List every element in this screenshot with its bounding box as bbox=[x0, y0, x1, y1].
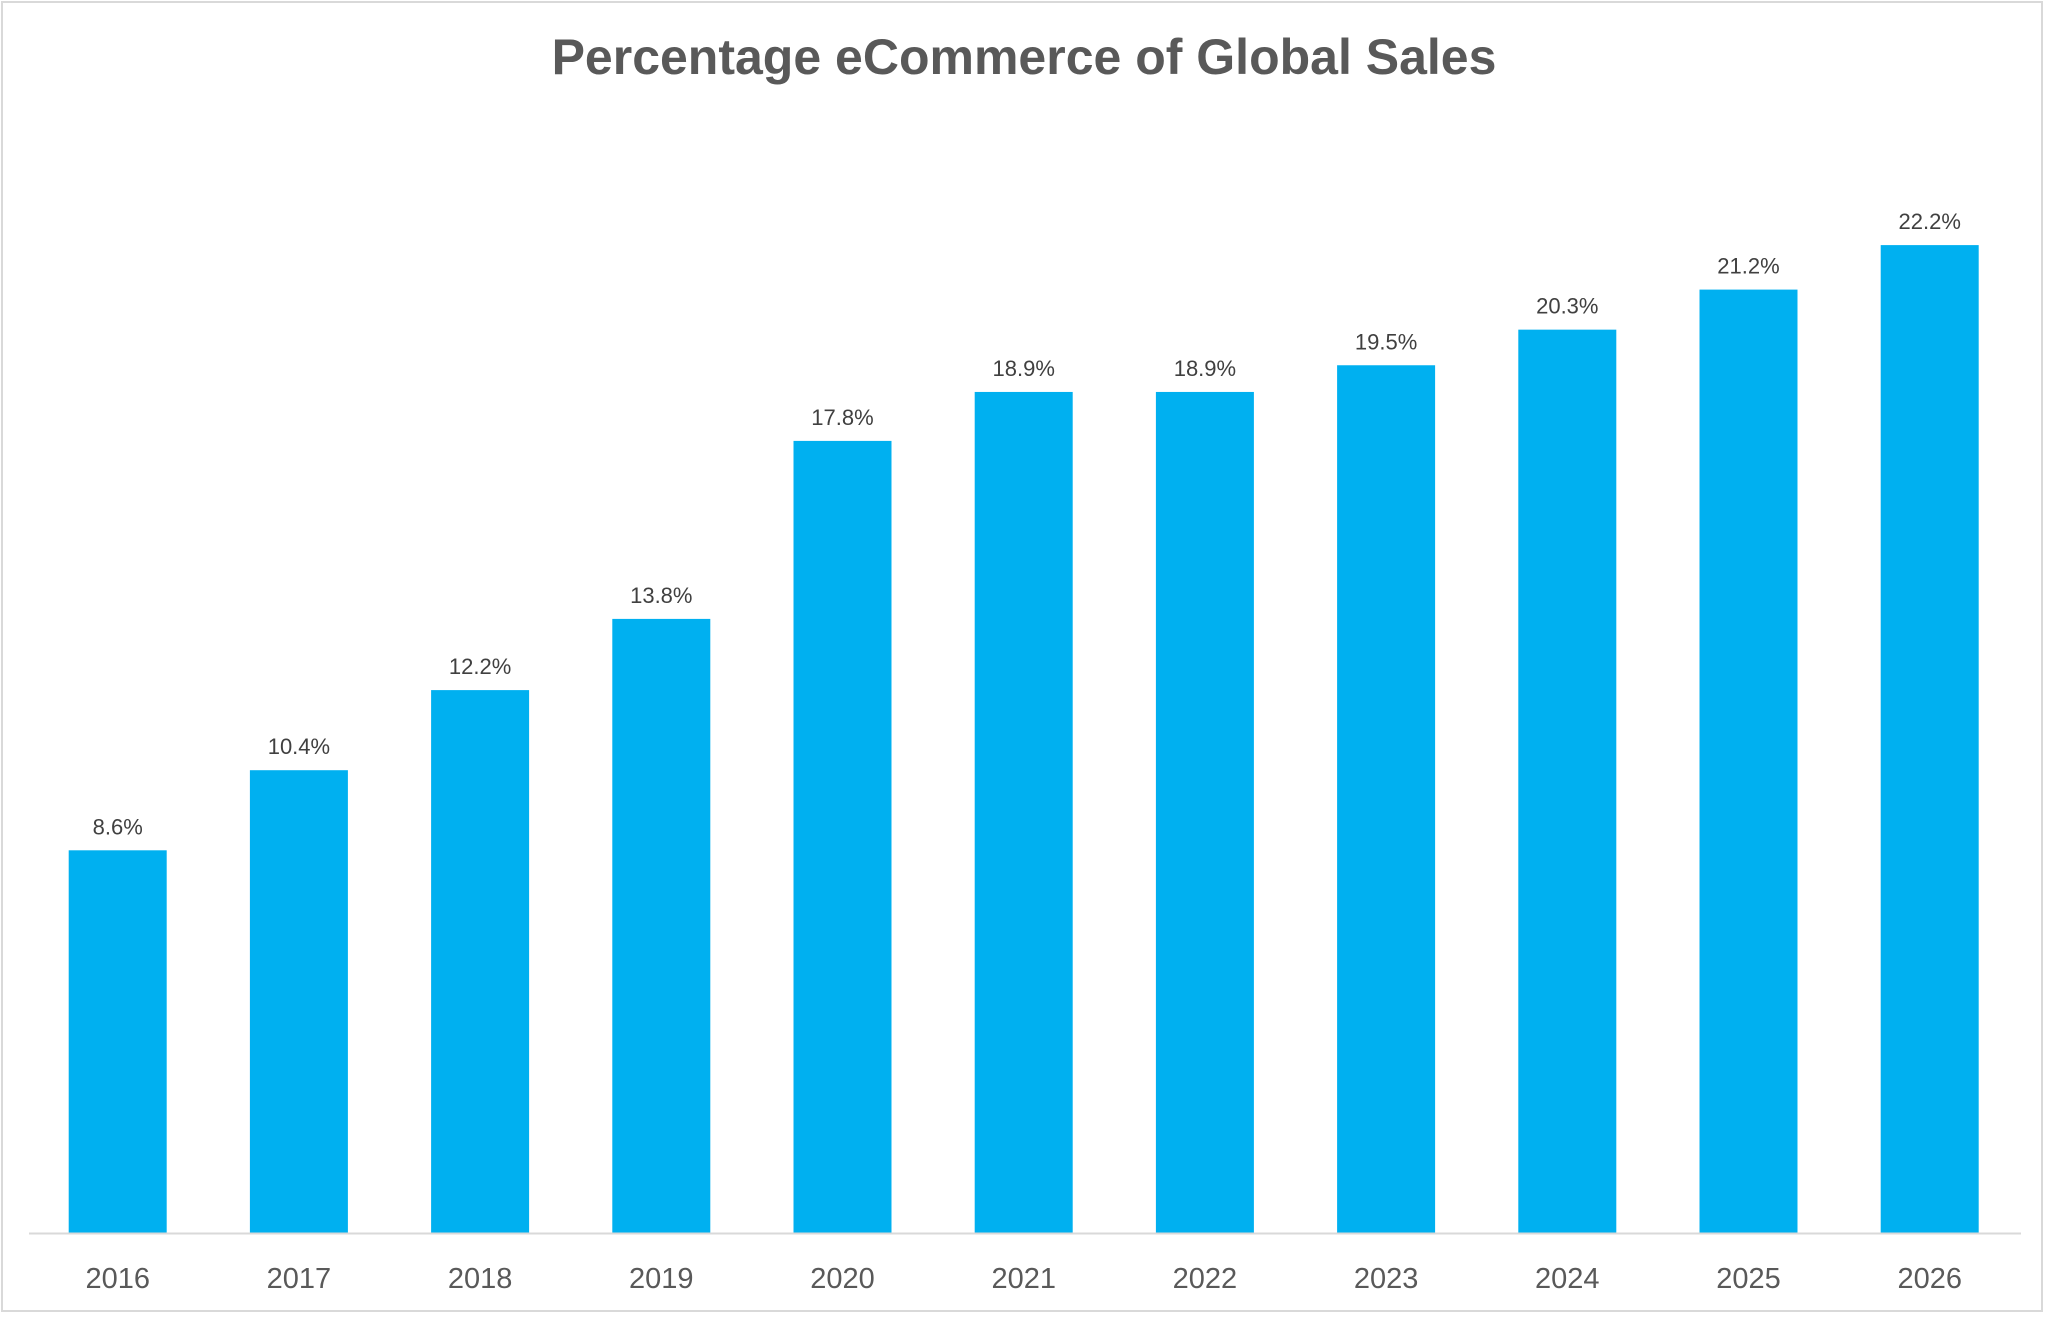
bar-2024 bbox=[1518, 329, 1617, 1233]
x-tick-label-2025: 2025 bbox=[1716, 1263, 1781, 1295]
bar-2023 bbox=[1337, 365, 1436, 1233]
bar-2016 bbox=[68, 850, 167, 1233]
bar-2021 bbox=[974, 391, 1073, 1233]
bar-2026 bbox=[1880, 245, 1979, 1234]
data-label-2023: 19.5% bbox=[1355, 329, 1417, 354]
x-tick-label-2019: 2019 bbox=[629, 1263, 694, 1295]
bar-2018 bbox=[431, 690, 530, 1233]
data-label-2018: 12.2% bbox=[449, 654, 511, 679]
data-label-2019: 13.8% bbox=[630, 583, 692, 608]
x-tick-label-2022: 2022 bbox=[1173, 1263, 1238, 1295]
bar-2017 bbox=[249, 770, 348, 1233]
chart-title: Percentage eCommerce of Global Sales bbox=[551, 29, 1497, 85]
x-tick-label-2020: 2020 bbox=[810, 1263, 875, 1295]
data-label-2025: 21.2% bbox=[1717, 254, 1779, 279]
data-label-2026: 22.2% bbox=[1899, 209, 1961, 234]
bar-2025 bbox=[1699, 289, 1798, 1234]
data-label-2021: 18.9% bbox=[993, 356, 1055, 381]
x-tick-label-2016: 2016 bbox=[85, 1263, 150, 1295]
x-tick-label-2018: 2018 bbox=[448, 1263, 513, 1295]
x-tick-label-2017: 2017 bbox=[267, 1263, 332, 1295]
x-tick-label-2024: 2024 bbox=[1535, 1263, 1600, 1295]
data-label-2024: 20.3% bbox=[1536, 294, 1598, 319]
x-tick-label-2021: 2021 bbox=[991, 1263, 1056, 1295]
data-label-2020: 17.8% bbox=[811, 405, 873, 430]
bar-2022 bbox=[1155, 391, 1254, 1233]
bar-2019 bbox=[612, 618, 711, 1233]
x-tick-label-2023: 2023 bbox=[1354, 1263, 1419, 1295]
bar-2020 bbox=[793, 440, 892, 1233]
data-label-2022: 18.9% bbox=[1174, 356, 1236, 381]
x-tick-label-2026: 2026 bbox=[1897, 1263, 1962, 1295]
data-label-2016: 8.6% bbox=[93, 814, 143, 839]
data-label-2017: 10.4% bbox=[268, 734, 330, 759]
